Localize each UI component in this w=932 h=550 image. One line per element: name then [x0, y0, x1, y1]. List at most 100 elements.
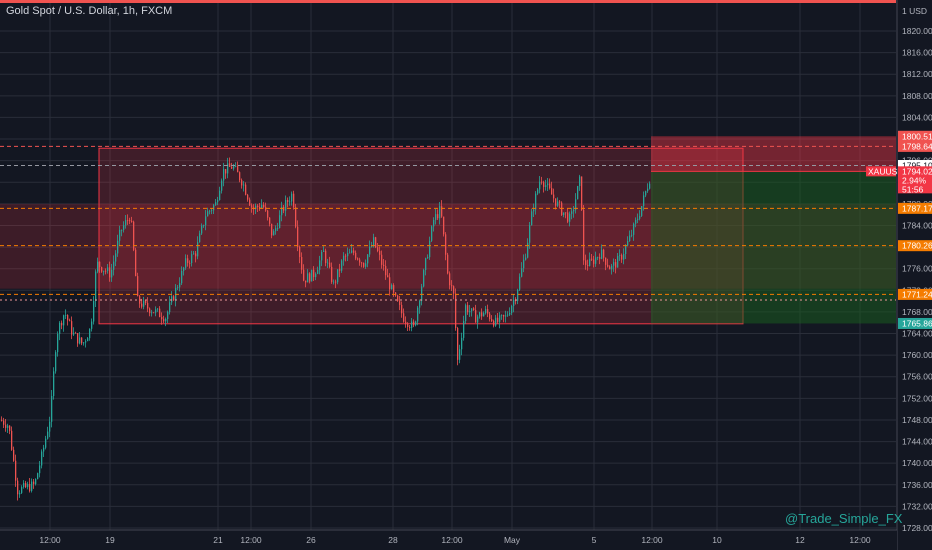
candle-body — [471, 308, 473, 312]
candle-body — [569, 213, 571, 222]
candle-body — [365, 263, 367, 267]
candle-body — [405, 321, 407, 324]
candle-body — [103, 270, 105, 272]
candle-body — [593, 259, 595, 264]
candle-body — [143, 300, 145, 307]
price-tick-label: 1804.00 — [902, 112, 932, 122]
chart-title: Gold Spot / U.S. Dollar, 1h, FXCM — [6, 5, 173, 17]
candle-body — [361, 262, 363, 264]
candle-body — [445, 234, 447, 255]
candle-body — [199, 233, 201, 243]
candle-body — [505, 315, 507, 317]
candle-body — [5, 424, 7, 428]
candle-body — [25, 483, 27, 488]
candle-body — [637, 218, 639, 220]
candle-body — [423, 270, 425, 287]
candle-body — [459, 349, 461, 360]
candle-body — [67, 315, 69, 321]
candle-body — [511, 305, 513, 313]
candle-body — [105, 270, 107, 272]
candle-body — [609, 266, 611, 270]
candle-body — [429, 240, 431, 258]
price-axis-currency: 1 USD — [902, 6, 927, 16]
candle-body — [265, 207, 267, 211]
candle-body — [161, 317, 163, 320]
candle-body — [209, 210, 211, 212]
candle-body — [341, 260, 343, 271]
price-axis[interactable]: 1 USD 1820.00 1816.00 1812.00 1808.00 1804.00… — [866, 0, 932, 550]
time-tick-label: 12:00 — [240, 535, 262, 545]
candle-body — [225, 169, 227, 174]
candle-body — [381, 254, 383, 265]
candle-body — [427, 257, 429, 259]
price-tag-stop: 1800.51 — [902, 131, 932, 141]
candle-body — [371, 245, 373, 247]
candle-body — [35, 479, 37, 484]
price-axis-bg — [897, 0, 932, 550]
candle-body — [193, 253, 195, 255]
candle-body — [95, 271, 97, 302]
candle-body — [43, 447, 45, 452]
candle-body — [29, 484, 31, 491]
time-tick-label: 12:00 — [849, 535, 871, 545]
candle-body — [17, 480, 19, 495]
candle-body — [51, 395, 53, 422]
watermark: @Trade_Simple_FX — [785, 511, 903, 526]
candle-body — [337, 269, 339, 283]
time-tick-label: 5 — [592, 535, 597, 545]
candle-body — [441, 206, 443, 217]
candle-body — [97, 261, 99, 272]
candle-body — [297, 226, 299, 248]
candle-body — [443, 216, 445, 235]
candle-body — [487, 309, 489, 314]
candle-body — [641, 206, 643, 216]
candle-body — [523, 259, 525, 269]
candle-body — [221, 180, 223, 191]
candle-body — [455, 293, 457, 329]
price-tag-target: 1765.86 — [902, 318, 932, 328]
candle-body — [73, 332, 75, 335]
time-axis[interactable]: 12:00 19 21 12:00 26 28 12:00 May 5 12:00 10 12 12:0… — [0, 529, 897, 550]
candle-body — [227, 163, 229, 174]
candle-body — [645, 191, 647, 196]
candle-body — [89, 328, 91, 339]
candle-body — [621, 255, 623, 260]
candle-body — [53, 371, 55, 396]
candle-body — [343, 255, 345, 261]
candle-body — [403, 313, 405, 322]
candle-body — [465, 305, 467, 322]
candle-body — [413, 321, 415, 326]
candle-body — [319, 260, 321, 270]
candle-body — [305, 280, 307, 283]
candle-body — [461, 337, 463, 350]
candle-body — [165, 318, 167, 322]
price-tick-label: 1816.00 — [902, 48, 932, 58]
price-tag-current: 1795.10 — [902, 161, 932, 171]
candle-body — [99, 261, 101, 268]
candle-body — [271, 223, 273, 236]
candle-body — [533, 209, 535, 212]
price-tick-label: 1808.00 — [902, 91, 932, 101]
candle-body — [601, 249, 603, 259]
candle-body — [597, 257, 599, 258]
candle-body — [493, 321, 495, 326]
candle-body — [439, 206, 441, 219]
candle-body — [63, 315, 65, 326]
candle-body — [291, 193, 293, 202]
time-tick-label: 10 — [712, 535, 722, 545]
price-tick-label: 1752.00 — [902, 393, 932, 403]
candle-body — [369, 246, 371, 255]
candle-body — [615, 262, 617, 268]
candle-body — [247, 194, 249, 200]
time-axis-bg — [0, 530, 897, 550]
candle-body — [513, 299, 515, 306]
candle-body — [647, 188, 649, 192]
candle-body — [437, 214, 439, 219]
candle-body — [285, 200, 287, 211]
candle-body — [15, 460, 17, 481]
candle-body — [185, 258, 187, 268]
candle-body — [245, 184, 247, 195]
candle-body — [57, 333, 59, 353]
candle-body — [383, 264, 385, 266]
